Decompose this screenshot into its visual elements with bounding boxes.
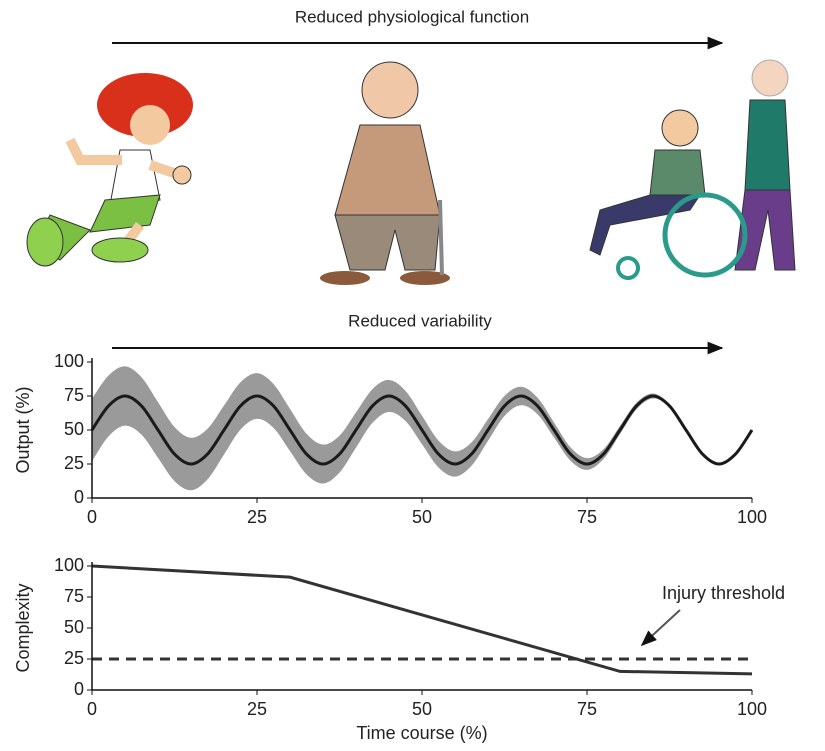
y-tick-label: 100 xyxy=(54,555,84,575)
y-tick-label: 25 xyxy=(64,648,84,668)
y-tick-label: 0 xyxy=(74,679,84,699)
x-tick-label: 100 xyxy=(737,699,767,719)
x-tick-label: 0 xyxy=(87,699,97,719)
x-tick-label: 25 xyxy=(247,699,267,719)
y-axis-label: Output (%) xyxy=(13,386,33,473)
y-tick-label: 50 xyxy=(64,617,84,637)
x-tick-label: 50 xyxy=(412,507,432,527)
arrow-label: Reduced physiological function xyxy=(295,7,529,26)
x-tick-label: 100 xyxy=(737,507,767,527)
x-axis-label: Time course (%) xyxy=(356,723,487,743)
old-man-illustration xyxy=(320,61,450,285)
threshold-label: Injury threshold xyxy=(662,583,785,603)
y-axis-label: Complexity xyxy=(13,583,33,672)
y-tick-label: 25 xyxy=(64,453,84,473)
wheelchair-illustration xyxy=(589,59,796,280)
x-tick-label: 75 xyxy=(577,699,597,719)
y-tick-label: 0 xyxy=(74,487,84,507)
runner-illustration xyxy=(26,73,193,267)
x-tick-label: 75 xyxy=(577,507,597,527)
x-tick-label: 0 xyxy=(87,507,97,527)
y-tick-label: 100 xyxy=(54,351,84,371)
series-line xyxy=(91,564,753,676)
y-tick-label: 75 xyxy=(64,385,84,405)
annotation-arrow xyxy=(640,609,681,647)
arrow-label: Reduced variability xyxy=(348,311,492,330)
series-line xyxy=(90,394,754,466)
x-tick-label: 50 xyxy=(412,699,432,719)
x-tick-label: 25 xyxy=(247,507,267,527)
y-tick-label: 50 xyxy=(64,419,84,439)
y-tick-label: 75 xyxy=(64,586,84,606)
